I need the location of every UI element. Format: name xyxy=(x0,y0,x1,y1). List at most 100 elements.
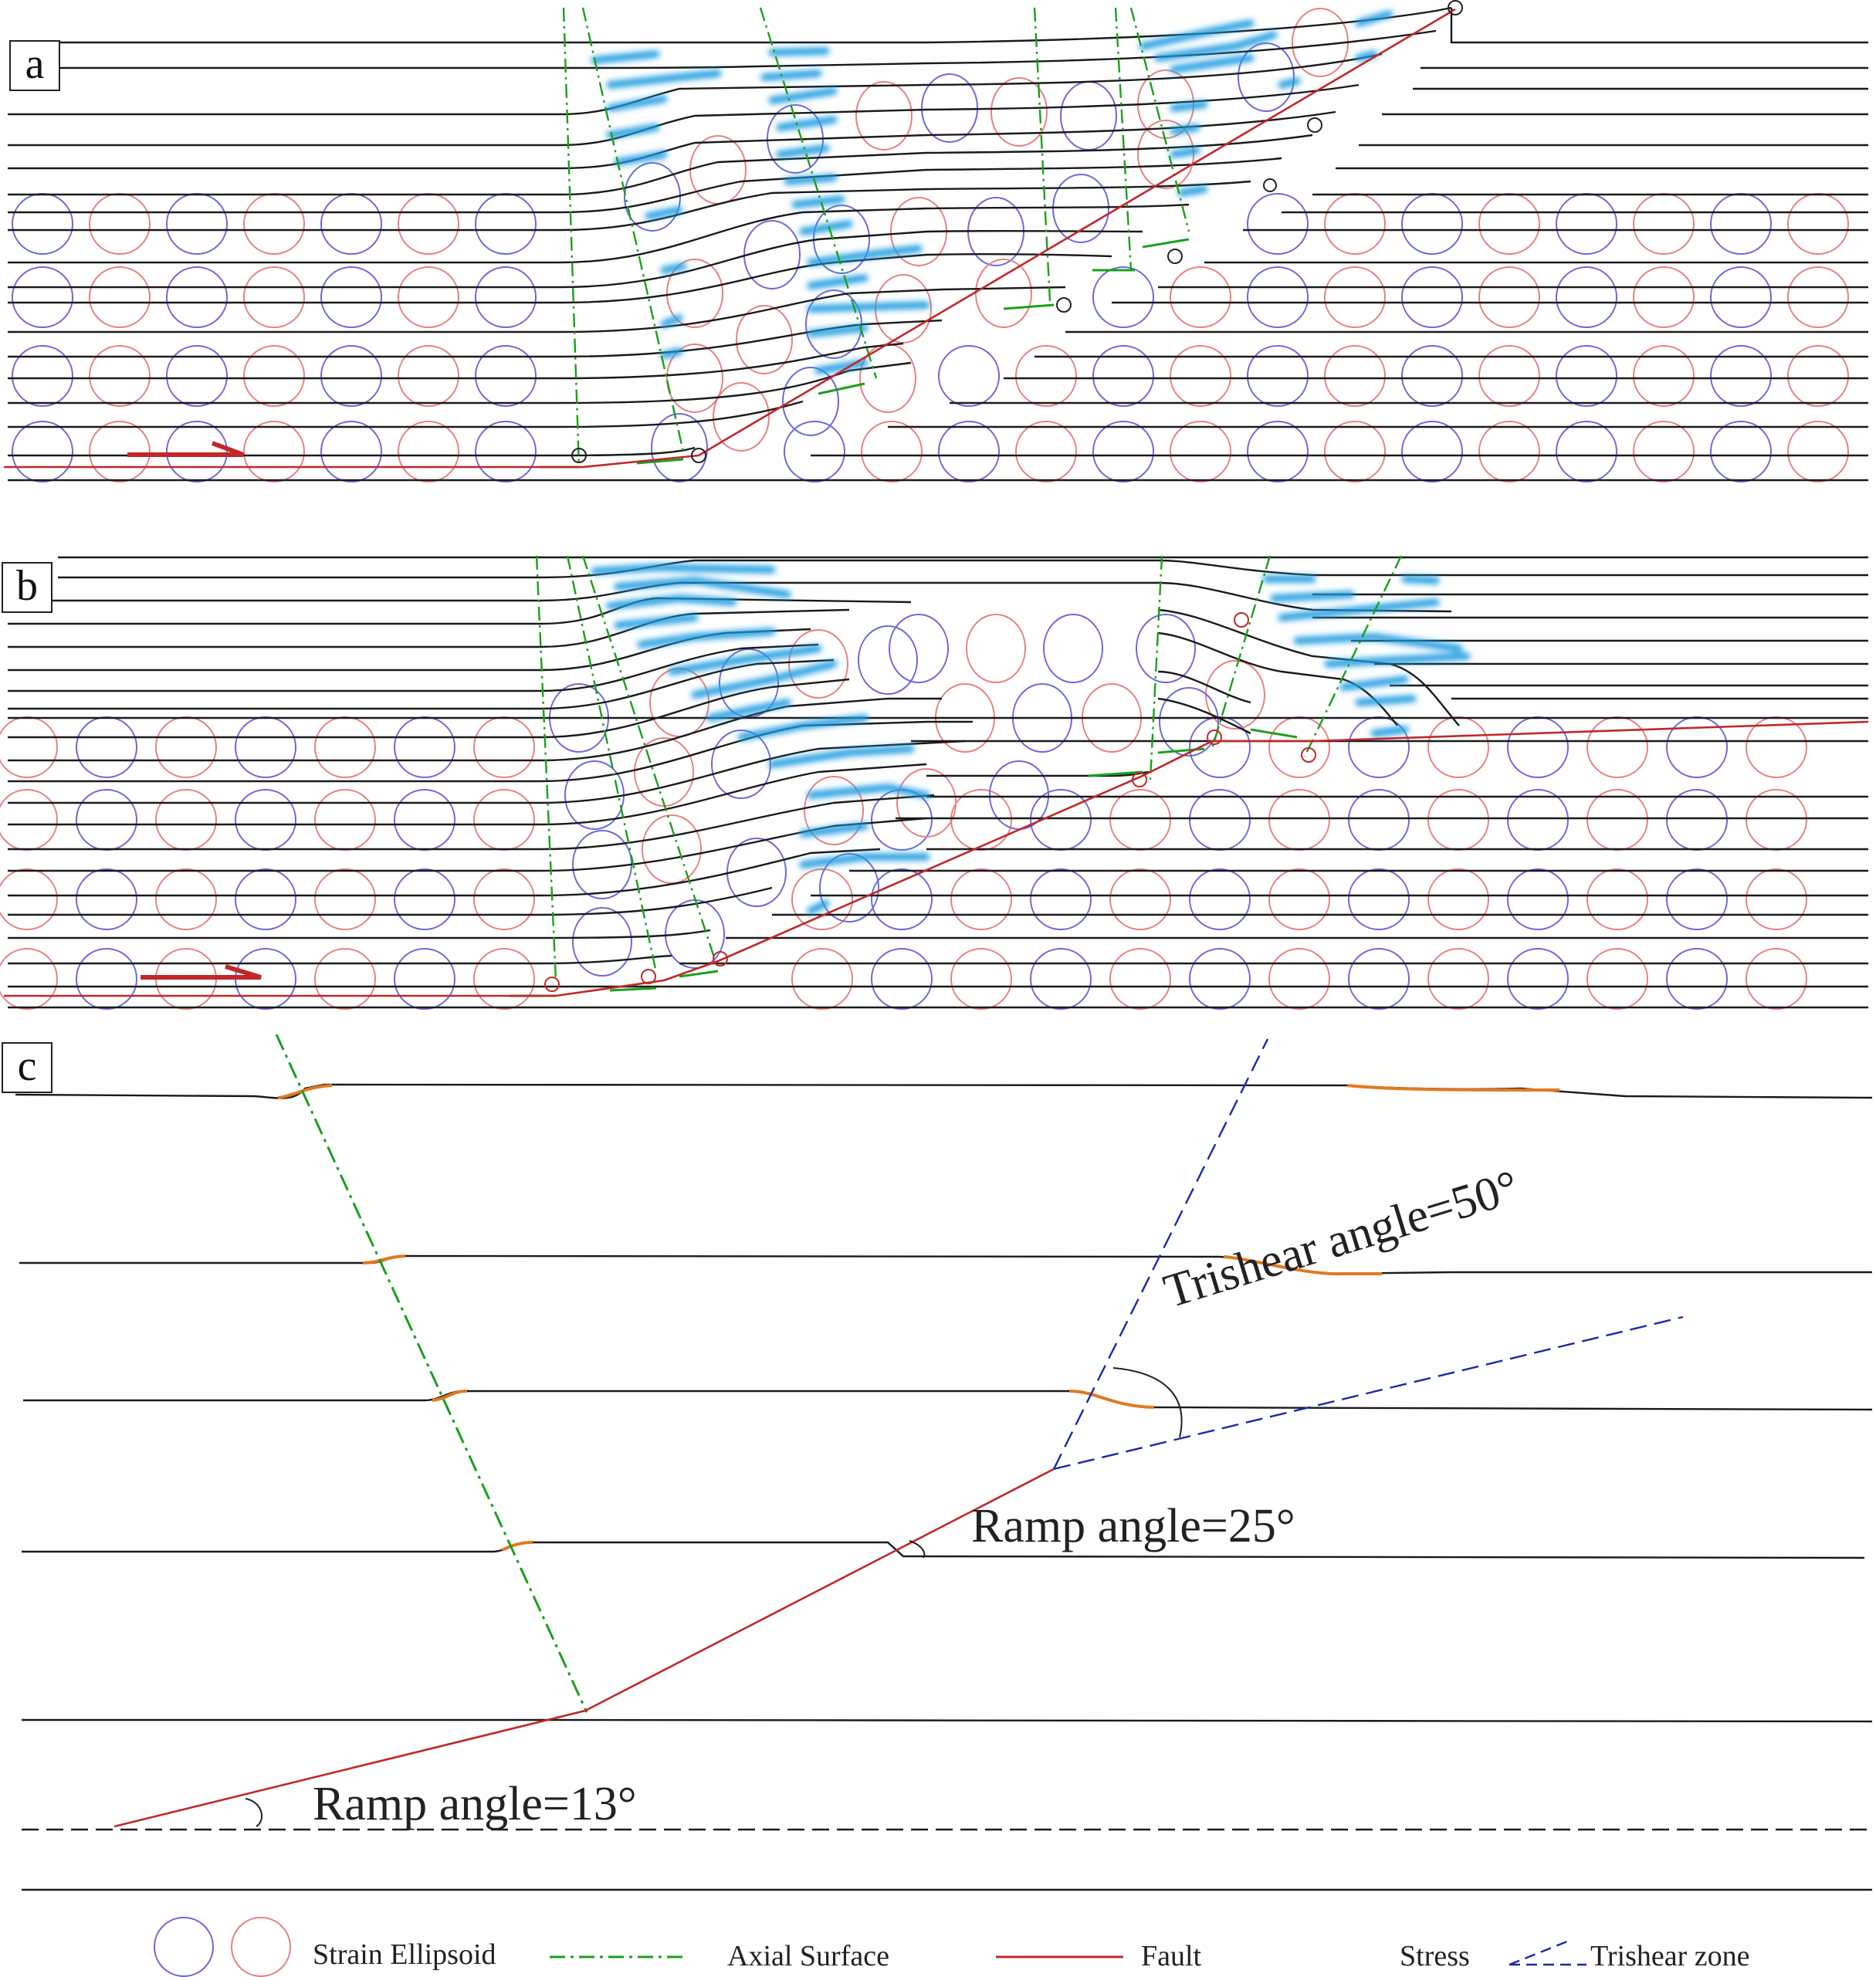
strain-ellipsoid xyxy=(1633,193,1695,255)
strain-ellipsoid xyxy=(475,193,537,255)
strain-ellipsoid xyxy=(0,868,58,930)
strain-ellipsoid xyxy=(950,868,1012,930)
strain-ellipsoid xyxy=(1746,948,1807,1010)
strain-ellipsoid xyxy=(1666,868,1728,930)
strain-ellipsoid xyxy=(1043,614,1103,683)
legend-strain-ellipsoid-label: Strain Ellipsoid xyxy=(313,1938,496,1971)
strain-ellipsoid xyxy=(896,768,957,838)
panel-a-stress-marks xyxy=(591,10,1393,374)
strain-ellipsoid xyxy=(1109,789,1171,851)
panel-label-a: a xyxy=(9,40,60,91)
legend-axial-surface-label: Axial Surface xyxy=(727,1940,889,1972)
panel-c-trishear-zone xyxy=(1052,1038,1684,1471)
strain-ellipsoid xyxy=(871,868,933,930)
strain-ellipsoid xyxy=(1633,266,1695,328)
strain-ellipsoid xyxy=(938,421,1000,482)
strain-ellipsoid xyxy=(1556,266,1617,328)
panel-b-green-ticks xyxy=(510,728,1298,997)
strain-ellipsoid xyxy=(743,220,801,289)
strain-ellipsoid xyxy=(166,345,228,407)
strain-ellipsoid xyxy=(235,789,296,851)
strain-ellipsoid xyxy=(235,868,296,930)
strain-ellipsoid xyxy=(1247,421,1309,482)
strain-ellipsoid xyxy=(394,948,455,1010)
strain-ellipsoid xyxy=(89,421,151,482)
legend-ellipse-red xyxy=(231,1917,291,1977)
strain-ellipsoid xyxy=(1015,421,1077,482)
strain-ellipsoid xyxy=(89,345,151,407)
strain-ellipsoid xyxy=(1092,421,1154,482)
panel-a-bedding xyxy=(8,6,1868,482)
panel-c-axial-surface xyxy=(275,1034,588,1713)
strain-ellipsoid xyxy=(804,776,864,845)
strain-ellipsoid xyxy=(155,789,217,851)
strain-ellipsoid xyxy=(861,421,923,482)
strain-ellipsoid xyxy=(1746,789,1807,851)
strain-ellipsoid xyxy=(1348,948,1410,1010)
strain-ellipsoid xyxy=(1556,421,1617,482)
strain-ellipsoid xyxy=(314,868,376,930)
strain-ellipsoid xyxy=(1109,948,1171,1010)
strain-ellipsoid xyxy=(1170,345,1231,407)
strain-ellipsoid xyxy=(1507,948,1569,1010)
panel-b-bedding xyxy=(8,556,1868,1009)
strain-ellipsoid xyxy=(1170,266,1231,328)
panel-label-b: b xyxy=(2,562,52,613)
strain-ellipsoid xyxy=(475,421,537,482)
panel-a-strain-ellipsoids xyxy=(12,8,1849,482)
strain-ellipsoid xyxy=(1633,345,1695,407)
strain-ellipsoid xyxy=(76,716,137,778)
strain-ellipsoid xyxy=(76,789,137,851)
panel-c-bedding xyxy=(15,1083,1873,1891)
strain-ellipsoid xyxy=(1247,345,1309,407)
panel-label-c: c xyxy=(2,1042,52,1093)
strain-ellipsoid xyxy=(1710,193,1772,255)
strain-ellipsoid xyxy=(1507,716,1569,778)
strain-ellipsoid xyxy=(314,789,376,851)
strain-ellipsoid xyxy=(858,625,918,695)
strain-ellipsoid xyxy=(473,948,535,1010)
strain-ellipsoid xyxy=(314,716,376,778)
strain-ellipsoid xyxy=(243,345,305,407)
ramp-angle-upper-label: Ramp angle=25° xyxy=(971,1500,1295,1552)
strain-ellipsoid xyxy=(243,421,305,482)
strain-ellipsoid xyxy=(166,421,228,482)
strain-ellipsoid xyxy=(1348,716,1410,778)
strain-ellipsoid xyxy=(1324,193,1386,255)
strain-ellipsoid xyxy=(320,345,382,407)
strain-ellipsoid xyxy=(666,344,723,413)
strain-ellipsoid xyxy=(394,789,455,851)
strain-ellipsoid xyxy=(475,345,537,407)
strain-ellipsoid xyxy=(1633,421,1695,482)
strain-ellipsoid xyxy=(76,868,137,930)
strain-ellipsoid xyxy=(243,193,305,255)
strain-ellipsoid xyxy=(473,789,535,851)
strain-ellipsoid xyxy=(1746,868,1807,930)
panel-a-fault xyxy=(4,8,1456,469)
strain-ellipsoid xyxy=(1710,421,1772,482)
strain-ellipsoid xyxy=(320,421,382,482)
strain-ellipsoid xyxy=(1427,789,1489,851)
strain-ellipsoid xyxy=(1556,193,1617,255)
strain-ellipsoid xyxy=(1268,716,1330,778)
panel-c xyxy=(15,1034,1873,1891)
strain-ellipsoid xyxy=(1092,345,1154,407)
panel-c-fault xyxy=(113,1468,1055,1828)
strain-ellipsoid xyxy=(1427,948,1489,1010)
panel-a xyxy=(4,0,1868,482)
strain-ellipsoid xyxy=(736,305,793,374)
panel-b-fault-markers xyxy=(544,612,1316,992)
strain-ellipsoid xyxy=(12,193,73,255)
strain-ellipsoid xyxy=(666,259,723,328)
strain-ellipsoid xyxy=(1427,868,1489,930)
strain-ellipsoid xyxy=(1478,345,1540,407)
strain-ellipsoid xyxy=(0,716,58,778)
strain-ellipsoid xyxy=(634,737,694,807)
strain-ellipsoid xyxy=(12,266,73,328)
panel-b-fault xyxy=(4,720,1869,997)
strain-ellipsoid xyxy=(0,948,58,1010)
strain-ellipsoid xyxy=(89,266,151,328)
strain-ellipsoid xyxy=(1507,789,1569,851)
strain-ellipsoid xyxy=(689,135,747,205)
